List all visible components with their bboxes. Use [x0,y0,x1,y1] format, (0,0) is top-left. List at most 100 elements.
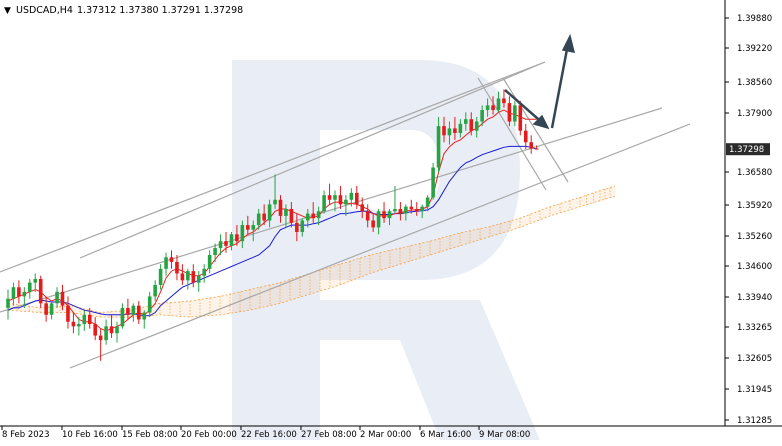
candle-body [393,208,397,212]
watermark-logo [232,60,540,440]
candle-body [344,199,348,205]
candle-body [240,225,245,242]
candle [229,231,234,251]
candle [284,204,288,228]
candle-body [523,130,528,143]
channel-line [0,107,663,313]
price-tick-label: 1.35260 [737,232,772,242]
candle [55,287,59,308]
candle-body [137,305,141,320]
candle-body [213,248,217,256]
candle [409,199,414,214]
candle-body [360,204,365,212]
price-tick-label: 1.33940 [737,293,772,303]
candle-body [44,303,48,315]
time-tick-label: 6 Mar 16:00 [420,430,471,440]
candle-body [295,222,299,232]
price-tick-label: 1.32605 [737,354,772,364]
candle-body [71,321,76,327]
candle [393,185,397,214]
candle [387,208,392,226]
candle-body [311,213,315,219]
candle-body [109,326,114,334]
time-tick-label: 27 Feb 08:00 [301,430,357,440]
candle-body [55,291,59,304]
candle-body [251,225,256,230]
candle-body [267,204,272,221]
candle-body [142,312,147,320]
candle [104,319,108,345]
candle [382,202,386,223]
candle [175,255,179,281]
candle [251,220,256,242]
candle [442,116,446,143]
candle-body [87,314,92,325]
candle [458,119,463,138]
candle-body [22,291,27,297]
candle-body [458,123,463,134]
candle-body [404,206,408,214]
candle-body [175,261,179,274]
candle [316,206,321,226]
candle-body [425,197,430,207]
time-axis: 8 Feb 2023 10 Feb 16:00 15 Feb 08:00 20 Feb… [1,426,530,440]
senkou-span-a [7,185,616,313]
dropdown-triangle-icon[interactable]: ▼ [4,6,11,16]
candle [87,307,92,329]
candle [82,310,87,331]
candle [11,282,16,306]
candle [507,96,512,127]
candle [376,208,381,235]
price-tag: 1.37298 [726,143,770,156]
candle-body [409,206,414,209]
candle [404,204,408,221]
candle [322,190,326,214]
candle [98,328,103,361]
candle [240,220,245,249]
candle-body [115,326,119,334]
candle-body [82,314,87,325]
candle-body [104,326,108,341]
candle [262,204,266,226]
candle-body [289,208,294,223]
candle-body [147,296,152,313]
candle-body [431,167,435,198]
candle [207,250,212,274]
price-tick-label: 1.39220 [737,44,772,54]
price-tick-label: 1.31285 [737,416,772,426]
candle-body [158,268,163,285]
candle-body [38,278,43,304]
candle-body [202,268,206,276]
candle [491,96,495,115]
candle-body [338,195,343,205]
candle [273,174,277,209]
forecast-arrows [504,33,576,130]
trend-channels [0,61,691,369]
channel-line [69,123,691,369]
candle [186,268,190,290]
time-tick-label: 2 Mar 00:00 [360,430,411,440]
candle [338,185,343,209]
candle [126,298,130,320]
candle-body [186,271,190,281]
candle-body [469,119,474,131]
candle-body [207,255,212,269]
candle-body [164,257,168,269]
candle [349,188,354,207]
candle [28,278,32,299]
price-tick-label: 1.35920 [737,201,772,211]
candle-body [333,195,337,200]
candle [300,218,305,237]
candle-body [529,142,533,149]
candle [6,289,10,320]
candle-body [513,105,517,122]
candle [360,197,365,219]
candle-body [491,105,495,111]
candle-body [496,98,501,111]
candle [447,121,452,145]
candle-body [387,211,392,219]
senkou-span-b [7,195,616,318]
candle-body [98,335,103,341]
